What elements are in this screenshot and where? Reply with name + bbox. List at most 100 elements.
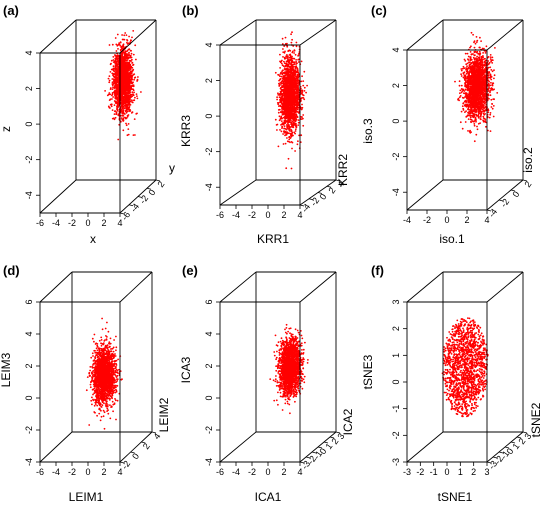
data-point bbox=[277, 92, 279, 95]
data-point bbox=[290, 76, 292, 79]
data-point bbox=[291, 38, 293, 41]
data-point bbox=[297, 81, 299, 84]
data-point bbox=[294, 114, 297, 116]
data-point bbox=[284, 65, 287, 67]
data-point bbox=[282, 72, 285, 74]
data-point bbox=[116, 33, 119, 36]
data-point bbox=[129, 54, 132, 57]
data-point bbox=[120, 84, 123, 86]
data-point bbox=[104, 90, 106, 92]
data-point bbox=[132, 30, 135, 32]
data-point bbox=[280, 75, 283, 78]
data-point bbox=[113, 113, 116, 115]
data-point bbox=[466, 52, 469, 55]
data-point bbox=[126, 75, 129, 78]
data-point bbox=[290, 134, 292, 137]
data-point bbox=[285, 101, 288, 104]
data-point bbox=[290, 80, 293, 83]
data-point bbox=[460, 84, 463, 87]
data-point bbox=[113, 91, 115, 94]
data-point bbox=[296, 116, 299, 118]
data-point bbox=[131, 36, 133, 39]
data-point bbox=[302, 84, 305, 87]
data-point bbox=[281, 93, 284, 96]
data-point bbox=[117, 73, 119, 75]
data-point bbox=[130, 60, 132, 62]
data-point bbox=[115, 58, 118, 60]
data-point bbox=[125, 122, 127, 125]
data-point bbox=[114, 83, 117, 86]
data-point bbox=[295, 45, 298, 48]
data-point bbox=[283, 88, 286, 91]
data-point bbox=[137, 76, 139, 78]
data-point bbox=[133, 78, 136, 81]
data-point bbox=[286, 108, 289, 110]
data-point bbox=[128, 56, 131, 59]
data-point bbox=[110, 68, 113, 71]
z-axis-label: KRR3 bbox=[179, 115, 193, 147]
data-point bbox=[292, 109, 294, 112]
data-point bbox=[467, 130, 469, 132]
data-point bbox=[125, 109, 127, 112]
data-point bbox=[458, 96, 461, 99]
data-point bbox=[126, 62, 129, 64]
data-point bbox=[117, 68, 120, 71]
data-point bbox=[288, 93, 290, 96]
data-point bbox=[286, 45, 289, 48]
data-point bbox=[125, 105, 128, 108]
data-point bbox=[302, 94, 305, 97]
data-point bbox=[293, 93, 296, 96]
data-point bbox=[133, 77, 136, 79]
data-point bbox=[295, 41, 298, 44]
data-point bbox=[287, 95, 290, 97]
data-point bbox=[280, 82, 283, 85]
data-point bbox=[112, 82, 115, 85]
data-point bbox=[459, 89, 462, 92]
data-point bbox=[282, 51, 285, 53]
data-point bbox=[132, 64, 134, 66]
data-point bbox=[116, 76, 119, 79]
data-point bbox=[282, 133, 284, 135]
data-point bbox=[117, 57, 119, 60]
data-point bbox=[454, 80, 456, 83]
data-point bbox=[295, 63, 297, 65]
data-point bbox=[297, 61, 300, 63]
data-point bbox=[111, 98, 113, 100]
z-tick-label: 0 bbox=[24, 122, 34, 127]
data-point bbox=[126, 49, 129, 52]
data-point bbox=[131, 58, 133, 61]
data-point bbox=[286, 91, 289, 93]
data-point bbox=[277, 145, 280, 148]
data-point bbox=[116, 104, 119, 106]
data-point bbox=[301, 96, 303, 99]
data-point bbox=[292, 118, 294, 121]
data-point bbox=[470, 31, 473, 34]
data-point bbox=[291, 86, 294, 88]
data-point bbox=[283, 105, 286, 108]
data-point bbox=[279, 111, 282, 114]
data-point bbox=[120, 97, 123, 100]
data-point bbox=[284, 109, 287, 112]
data-point bbox=[284, 83, 287, 86]
data-point bbox=[297, 102, 300, 104]
data-point bbox=[294, 108, 296, 111]
data-point bbox=[109, 87, 112, 89]
data-point bbox=[290, 167, 293, 170]
data-point bbox=[288, 65, 291, 68]
data-point bbox=[291, 132, 293, 135]
data-point bbox=[464, 121, 467, 123]
data-point bbox=[126, 115, 129, 118]
data-point bbox=[129, 91, 132, 94]
data-point bbox=[282, 48, 284, 50]
data-point bbox=[123, 112, 125, 115]
data-point bbox=[491, 62, 494, 64]
data-point bbox=[131, 111, 134, 113]
data-point bbox=[291, 83, 294, 85]
data-point bbox=[135, 58, 137, 61]
data-point bbox=[293, 49, 296, 52]
data-point bbox=[286, 79, 288, 82]
data-point bbox=[106, 94, 109, 97]
data-point bbox=[127, 86, 130, 89]
